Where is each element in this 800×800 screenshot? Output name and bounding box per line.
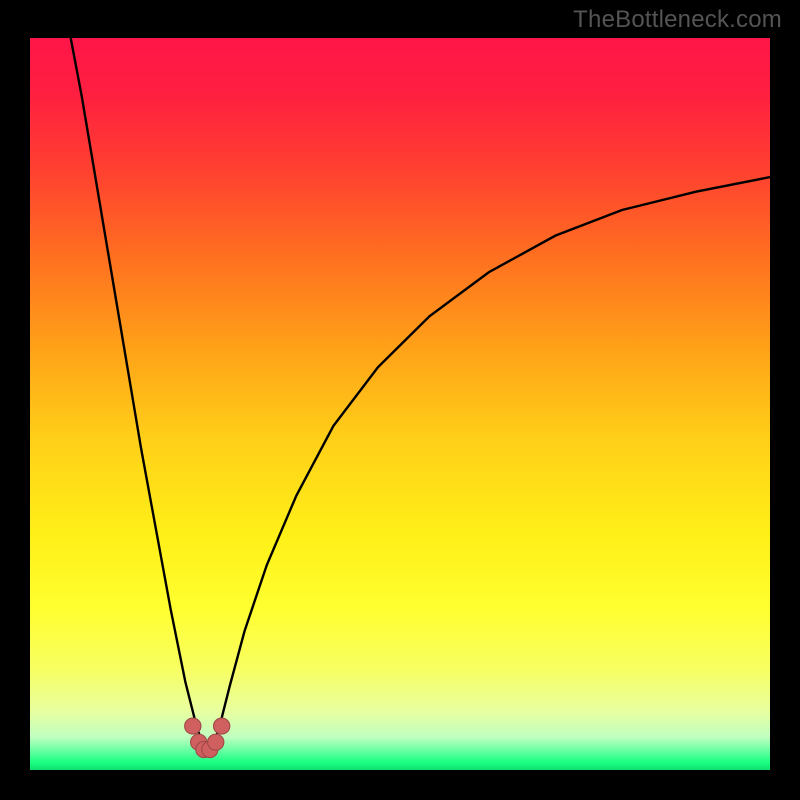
valley-markers bbox=[185, 718, 230, 758]
bottleneck-chart bbox=[30, 38, 770, 770]
valley-marker bbox=[208, 734, 224, 750]
valley-marker bbox=[214, 718, 230, 734]
valley-marker bbox=[185, 718, 201, 734]
watermark: TheBottleneck.com bbox=[573, 6, 782, 34]
bottleneck-curve bbox=[71, 38, 770, 748]
